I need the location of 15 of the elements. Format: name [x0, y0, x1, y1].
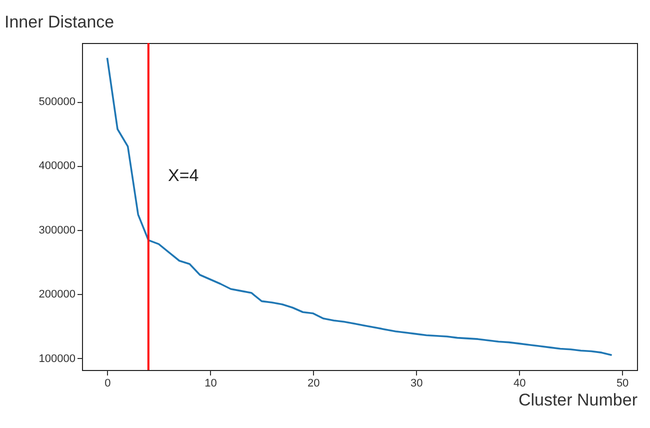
x-tick-label: 50	[616, 378, 629, 390]
x-tick-label: 20	[308, 378, 320, 390]
x-tick-label: 0	[104, 378, 111, 390]
line-series	[106, 56, 613, 356]
x-axis-title: Cluster Number	[518, 390, 638, 410]
y-tick-label: 500000	[38, 96, 76, 108]
y-tick-label: 100000	[38, 352, 76, 365]
y-axis-title: Inner Distance	[4, 12, 114, 32]
y-tick-label: 300000	[38, 224, 76, 236]
y-tick-label: 400000	[38, 160, 76, 172]
x-tick-label: 30	[410, 378, 423, 390]
x-tick-label: 40	[513, 378, 526, 390]
y-tick-label: 200000	[38, 288, 76, 301]
x-tick-label: 10	[204, 378, 217, 390]
annotation: X=4	[168, 166, 199, 185]
